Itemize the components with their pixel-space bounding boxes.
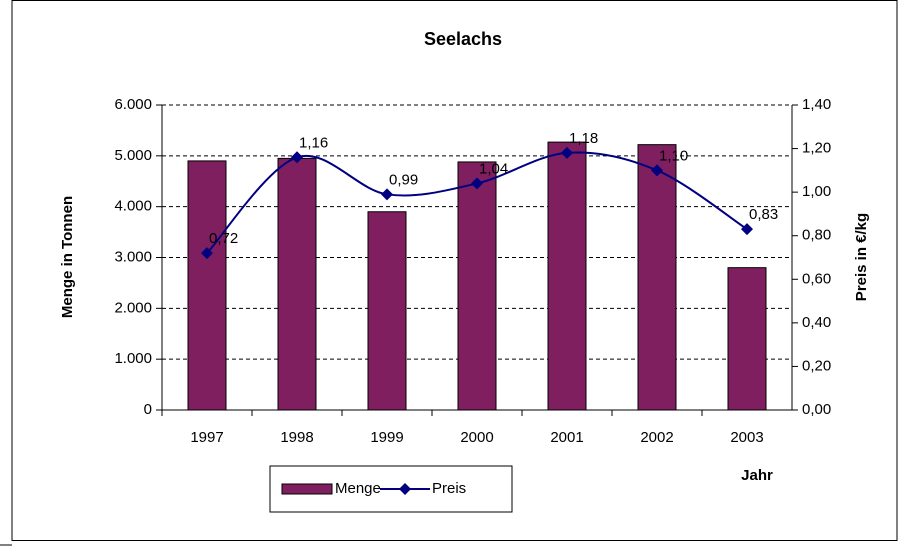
legend-label: Preis: [432, 480, 466, 497]
y2-tick-label: 0,00: [802, 401, 831, 418]
data-label: 0,83: [749, 206, 778, 223]
data-label: 1,04: [479, 160, 508, 177]
y-axis-title: Menge in Tonnen: [59, 196, 76, 318]
legend-swatch: [281, 483, 333, 495]
x-tick-label: 1998: [280, 429, 313, 446]
marker: [201, 247, 213, 260]
bar: [367, 211, 407, 411]
data-label: 1,18: [569, 130, 598, 147]
y2-tick-label: 1,00: [802, 183, 831, 200]
y2-axis-title: Preis in €/kg: [853, 213, 870, 301]
y2-tick-label: 1,40: [802, 96, 831, 113]
y-tick-label: 2.000: [114, 299, 152, 316]
marker: [741, 223, 753, 236]
bar: [457, 161, 497, 411]
x-tick-label: 2002: [640, 429, 673, 446]
x-tick-label: 2003: [730, 429, 763, 446]
y2-tick-label: 0,20: [802, 357, 831, 374]
legend-marker: [399, 483, 411, 495]
bar: [187, 160, 227, 411]
y-tick-label: 4.000: [114, 198, 152, 215]
marker: [651, 164, 663, 177]
y2-tick-label: 1,20: [802, 140, 831, 157]
x-tick-label: 1997: [190, 429, 223, 446]
marker: [291, 151, 303, 164]
y2-tick-label: 0,40: [802, 314, 831, 331]
bar: [277, 157, 317, 411]
marker: [561, 146, 573, 159]
chart-title: Seelachs: [424, 29, 502, 49]
data-label: 0,99: [389, 171, 418, 188]
bar: [547, 141, 587, 411]
x-tick-label: 2001: [550, 429, 583, 446]
y-tick-label: 6.000: [114, 96, 152, 113]
data-label: 1,16: [299, 134, 328, 151]
data-label: 0,72: [209, 230, 238, 247]
y2-tick-label: 0,80: [802, 227, 831, 244]
y2-tick-label: 0,60: [802, 270, 831, 287]
bar: [637, 144, 677, 411]
y-tick-label: 1.000: [114, 350, 152, 367]
y-tick-label: 5.000: [114, 147, 152, 164]
x-tick-label: 1999: [370, 429, 403, 446]
bar: [727, 267, 767, 411]
marker: [471, 177, 483, 190]
y-tick-label: 3.000: [114, 248, 152, 265]
data-label: 1,10: [659, 147, 688, 164]
marker: [381, 188, 393, 201]
x-tick-label: 2000: [460, 429, 493, 446]
legend-label: Menge: [335, 480, 381, 497]
y-tick-label: 0: [144, 401, 152, 418]
x-axis-title: Jahr: [741, 467, 773, 484]
